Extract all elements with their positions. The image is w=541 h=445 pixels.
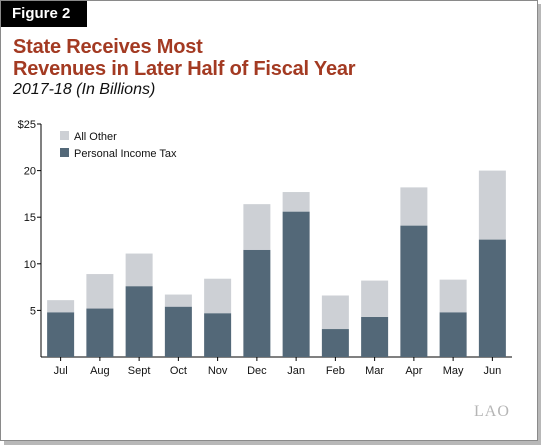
bar-personal-income-tax bbox=[243, 249, 271, 357]
bar-all-other bbox=[361, 280, 389, 317]
legend-swatch-personal-income-tax bbox=[60, 148, 69, 157]
x-tick-label: Aug bbox=[90, 365, 110, 377]
legend-label-all-other: All Other bbox=[74, 131, 117, 143]
bar-personal-income-tax bbox=[86, 308, 114, 357]
bar-all-other bbox=[243, 204, 271, 250]
chart-subtitle: 2017-18 (In Billions) bbox=[13, 81, 156, 98]
bar-all-other bbox=[282, 192, 310, 212]
bar-personal-income-tax bbox=[400, 225, 428, 357]
x-tick-label: Apr bbox=[405, 365, 422, 377]
bar-personal-income-tax bbox=[282, 211, 310, 357]
legend-label-personal-income-tax: Personal Income Tax bbox=[74, 148, 177, 160]
y-tick-label: $25 bbox=[18, 119, 36, 131]
lao-logo: LAO bbox=[474, 403, 510, 420]
bar-all-other bbox=[125, 253, 153, 287]
bar-all-other bbox=[321, 295, 349, 330]
chart-title-line-2: Revenues in Later Half of Fiscal Year bbox=[13, 58, 356, 80]
bar-all-other bbox=[47, 300, 75, 313]
bar-all-other bbox=[439, 279, 467, 313]
y-tick-label: 20 bbox=[24, 166, 36, 178]
bar-personal-income-tax bbox=[321, 329, 349, 357]
bar-personal-income-tax bbox=[439, 312, 467, 357]
frame-shadow-bottom bbox=[4, 441, 541, 445]
x-tick-label: Jul bbox=[54, 365, 68, 377]
x-tick-label: Jun bbox=[484, 365, 502, 377]
bar-personal-income-tax bbox=[361, 316, 389, 357]
bar-personal-income-tax bbox=[478, 239, 506, 357]
chart-title: State Receives Most Revenues in Later Ha… bbox=[13, 36, 356, 80]
y-tick-label: 10 bbox=[24, 259, 36, 271]
bar-all-other bbox=[86, 274, 114, 309]
frame-shadow-right bbox=[538, 4, 541, 445]
bar-all-other bbox=[400, 187, 428, 226]
x-tick-label: Feb bbox=[326, 365, 345, 377]
legend-swatch-all-other bbox=[60, 131, 69, 140]
x-tick-label: Jan bbox=[287, 365, 305, 377]
y-tick-label: 15 bbox=[24, 212, 36, 224]
x-tick-label: Mar bbox=[365, 365, 384, 377]
figure-label: Figure 2 bbox=[1, 1, 87, 27]
bar-personal-income-tax bbox=[125, 286, 153, 357]
bar-all-other bbox=[478, 170, 506, 240]
bar-personal-income-tax bbox=[164, 306, 192, 357]
chart-title-line-1: State Receives Most bbox=[13, 36, 203, 58]
bar-all-other bbox=[204, 278, 232, 314]
x-tick-label: Dec bbox=[247, 365, 267, 377]
bar-all-other bbox=[164, 294, 192, 307]
bar-personal-income-tax bbox=[47, 312, 75, 357]
x-tick-label: May bbox=[443, 365, 464, 377]
x-tick-label: Sept bbox=[128, 365, 151, 377]
y-tick-label: 5 bbox=[30, 305, 36, 317]
x-tick-label: Oct bbox=[170, 365, 187, 377]
bar-personal-income-tax bbox=[204, 313, 232, 357]
x-tick-label: Nov bbox=[208, 365, 228, 377]
